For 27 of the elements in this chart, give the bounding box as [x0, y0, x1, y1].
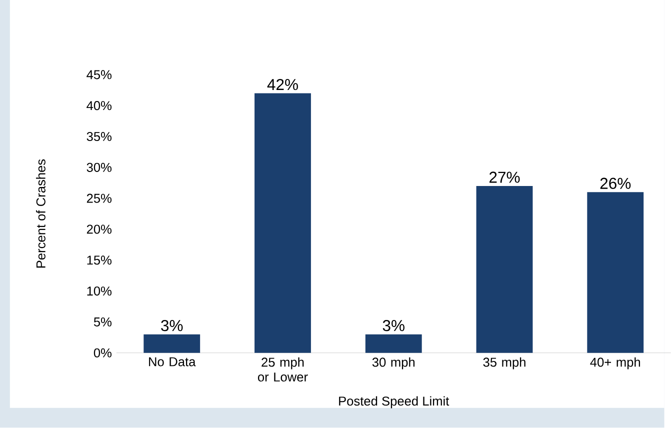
y-tick-label: 25%: [86, 194, 112, 204]
bar: [476, 186, 533, 354]
data-label: 3%: [382, 320, 404, 332]
x-tick-label: 30 mph: [372, 357, 415, 370]
bar: [587, 192, 644, 354]
data-label: 27%: [489, 172, 520, 183]
y-tick-label: 10%: [87, 286, 112, 296]
data-label: 26%: [600, 178, 631, 190]
y-tick-label: 5%: [94, 318, 112, 327]
y-tick-label: 15%: [87, 256, 112, 265]
y-tick-label: 30%: [86, 163, 112, 172]
bar: [254, 93, 311, 354]
bar: [144, 334, 200, 354]
y-tick-label: 20%: [86, 224, 112, 234]
y-tick-label: 0%: [94, 348, 112, 358]
y-tick-label: 35%: [86, 132, 112, 142]
y-tick-label: 45%: [86, 70, 112, 80]
x-tick-label: 40+ mph: [590, 357, 640, 370]
x-axis-title: Posted Speed Limit: [339, 396, 450, 408]
bar: [365, 334, 422, 354]
y-axis-title: Percent of Crashes: [36, 160, 46, 268]
data-label: 42%: [267, 79, 298, 90]
x-tick-label: No Data: [149, 358, 196, 366]
x-tick-label: 35 mph: [483, 357, 526, 370]
x-tick-label: 25 mph or Lower: [258, 357, 308, 382]
data-label: 3%: [161, 320, 183, 332]
y-tick-label: 40%: [86, 101, 112, 110]
